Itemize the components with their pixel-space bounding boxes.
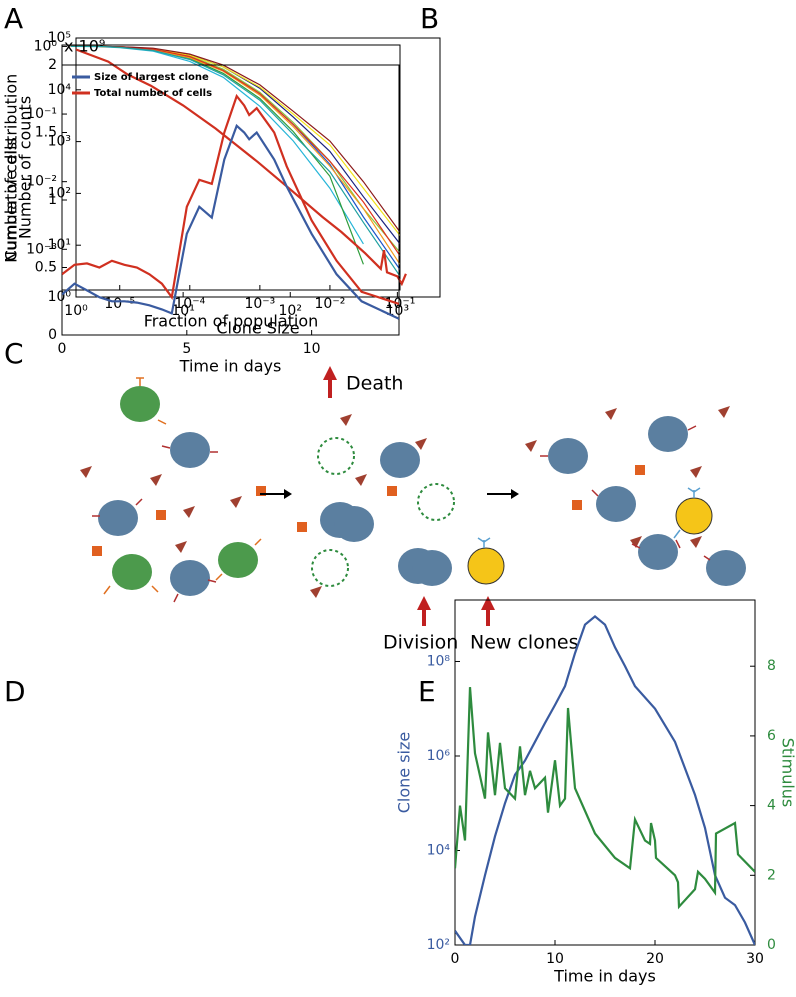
x-tick-label: 10² bbox=[279, 303, 302, 319]
antigens bbox=[92, 465, 645, 556]
ligands bbox=[80, 406, 730, 598]
plot-frame bbox=[75, 37, 441, 298]
plot-frame bbox=[454, 599, 756, 946]
x-tick-label: 10 bbox=[303, 341, 321, 357]
scene-1 bbox=[92, 377, 262, 603]
y2-tick-label: 0 bbox=[767, 937, 776, 953]
y-tick-label: 10⁻³ bbox=[26, 241, 57, 257]
x-tick-label: 10⁻² bbox=[315, 296, 346, 312]
y-tick-label: 10⁶ bbox=[427, 748, 451, 764]
x-axis-label: Clone Size bbox=[216, 319, 299, 338]
series-line bbox=[76, 48, 407, 287]
y-axis-label: Clone size bbox=[395, 732, 414, 814]
y-tick-label: 10⁻¹ bbox=[26, 106, 57, 122]
x-axis-label: Time in days bbox=[179, 357, 282, 376]
y-axis-label: Number of counts bbox=[16, 96, 35, 239]
x-tick-label: 10⁰ bbox=[64, 303, 88, 319]
new-clones-label: New clones bbox=[470, 632, 578, 654]
series-line bbox=[62, 93, 399, 305]
x-tick-label: 0 bbox=[58, 341, 67, 357]
x-tick-label: 20 bbox=[646, 951, 664, 967]
y-tick-label: 10⁸ bbox=[427, 653, 451, 669]
y-tick-label: 10⁻² bbox=[26, 174, 57, 190]
y-tick-label: 10⁵ bbox=[48, 30, 71, 46]
y2-tick-label: 4 bbox=[767, 798, 776, 814]
y-multiplier: x 10⁹ bbox=[64, 37, 105, 56]
scene-3 bbox=[540, 416, 746, 586]
y2-tick-label: 8 bbox=[767, 658, 776, 674]
y-tick-label: 10⁴ bbox=[48, 82, 72, 98]
y-tick-label: 10² bbox=[427, 937, 450, 953]
x-tick-label: 10³ bbox=[386, 303, 409, 319]
x-tick-label: 10¹ bbox=[171, 303, 194, 319]
arrows bbox=[260, 366, 519, 626]
legend-label: Total number of cells bbox=[94, 88, 212, 99]
y-tick-label: 2 bbox=[48, 57, 57, 73]
series-line bbox=[70, 45, 400, 277]
panel-label: E bbox=[418, 675, 436, 708]
x-tick-label: 10⁻¹ bbox=[385, 296, 416, 312]
series-line bbox=[455, 614, 755, 945]
x-tick-label: 10⁻⁴ bbox=[174, 296, 205, 312]
panel-label: A bbox=[4, 2, 23, 35]
y-tick-label: 0 bbox=[48, 327, 57, 343]
y2-tick-label: 6 bbox=[767, 728, 776, 744]
diagram: C bbox=[4, 337, 746, 654]
y2-tick-label: 2 bbox=[767, 867, 776, 883]
y-tick-label: 0.5 bbox=[35, 260, 57, 276]
y-axis-label: Cumulative distribution bbox=[2, 74, 21, 262]
panel-label: B bbox=[420, 2, 439, 35]
x-tick-label: 10 bbox=[546, 951, 564, 967]
y-tick-label: 10⁰ bbox=[34, 38, 58, 54]
x-tick-label: 30 bbox=[746, 951, 764, 967]
x-tick-label: 0 bbox=[451, 951, 460, 967]
x-tick-label: 5 bbox=[182, 341, 191, 357]
y-tick-label: 10⁰ bbox=[48, 289, 72, 305]
panel-label: D bbox=[4, 675, 26, 708]
y-tick-label: 10³ bbox=[48, 134, 71, 150]
series-line bbox=[62, 123, 399, 320]
scene-2 bbox=[311, 437, 505, 587]
y-tick-label: 1.5 bbox=[35, 125, 57, 141]
y2-axis-label: Stimulus bbox=[779, 738, 796, 808]
x-tick-label: 10⁻³ bbox=[244, 296, 275, 312]
y-tick-label: 10² bbox=[48, 185, 71, 201]
death-label: Death bbox=[346, 373, 403, 395]
panel-label: C bbox=[4, 337, 24, 370]
y-tick-label: 1 bbox=[48, 192, 57, 208]
x-axis-label: Time in days bbox=[553, 967, 656, 986]
series-line bbox=[455, 687, 755, 910]
y-tick-label: 10⁴ bbox=[427, 842, 451, 858]
y-tick-label: 10¹ bbox=[48, 237, 71, 253]
x-tick-label: 10⁻⁵ bbox=[104, 296, 135, 312]
division-label: Division bbox=[383, 632, 458, 654]
y-axis-label: Number of cells bbox=[2, 137, 21, 263]
legend-label: Size of largest clone bbox=[94, 72, 209, 83]
x-axis-label: Fraction of population bbox=[144, 312, 319, 331]
